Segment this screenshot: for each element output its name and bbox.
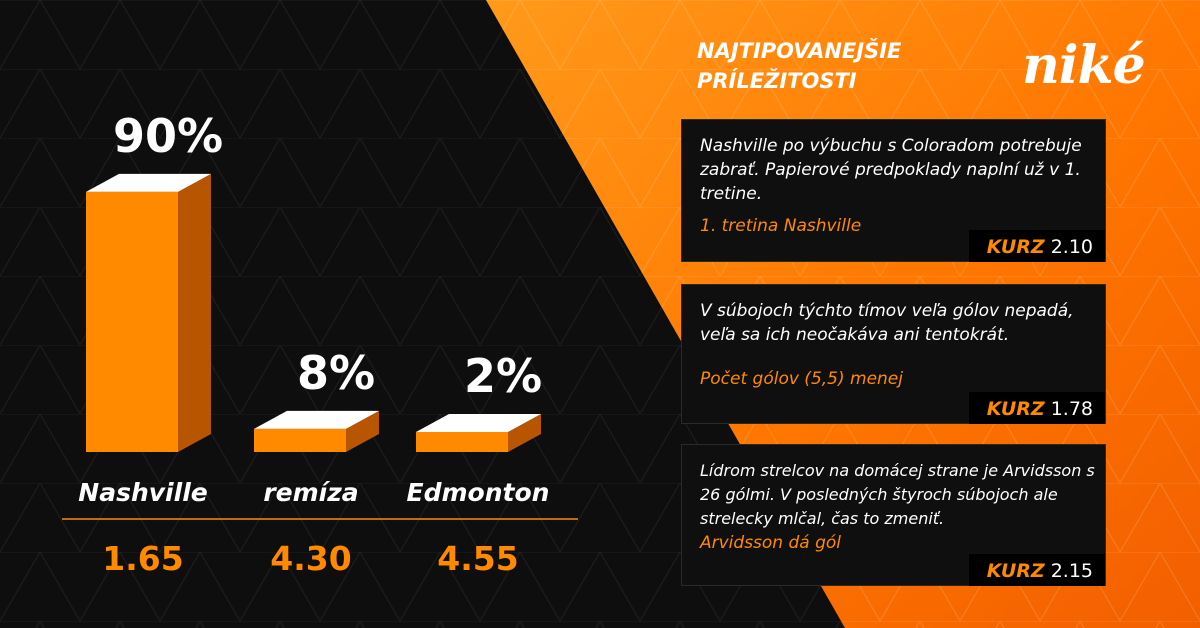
- value-labels-group: 90% 8% 2%: [113, 109, 542, 403]
- kurz-label: KURZ: [986, 398, 1045, 420]
- odds-label: 1.65: [102, 539, 183, 578]
- bar-chart: 90% 8% 2% Nashville remíza Edmonton 1.65 4.30…: [62, 109, 578, 578]
- odds-label: 4.30: [270, 539, 351, 578]
- category-label: Nashville: [78, 478, 207, 507]
- bar-front: [254, 428, 346, 452]
- category-label: remíza: [263, 478, 358, 507]
- odds-label: 4.55: [437, 539, 518, 578]
- kurz-value: 2.15: [1050, 560, 1093, 582]
- tip-text: V súbojoch týchto tímov veľa gólov nepad…: [700, 301, 1074, 345]
- bar-front: [416, 432, 508, 452]
- panel-title: NAJTIPOVANEJŠIE PRÍLEŽITOSTI: [697, 36, 997, 96]
- tip-text: Lídrom strelcov na domácej strane je Arv…: [700, 461, 1095, 528]
- value-label: 90%: [113, 109, 223, 163]
- bar-top: [254, 410, 379, 429]
- value-label: 8%: [297, 346, 375, 400]
- kurz-label: KURZ: [986, 236, 1045, 258]
- tip-bet: Počet gólov (5,5) menej: [700, 369, 903, 389]
- tip-text: Nashville po výbuchu s Coloradom potrebu…: [700, 136, 1082, 204]
- bar-top: [86, 173, 211, 192]
- bar-front: [86, 191, 178, 452]
- bar-side: [508, 414, 541, 452]
- bar-side: [346, 410, 379, 452]
- tip-bet: 1. tretina Nashville: [700, 216, 862, 236]
- kurz-label: KURZ: [986, 560, 1045, 582]
- tip-card-2: V súbojoch týchto tímov veľa gólov nepad…: [681, 284, 1106, 424]
- category-labels-group: Nashville remíza Edmonton: [78, 478, 549, 507]
- category-label: Edmonton: [407, 478, 550, 507]
- bars-group: [86, 173, 541, 452]
- kurz-badge: KURZ 2.10: [968, 230, 1105, 262]
- panel-title-line1: NAJTIPOVANEJŠIE: [697, 39, 902, 63]
- kurz-value: 1.78: [1050, 398, 1093, 420]
- kurz-badge: KURZ 1.78: [968, 392, 1105, 424]
- bar-edmonton: [416, 414, 541, 452]
- bar-side: [178, 173, 211, 452]
- odds-labels-group: 1.65 4.30 4.55: [102, 539, 518, 578]
- kurz-value: 2.10: [1050, 236, 1093, 258]
- nike-logo: niké: [1022, 35, 1146, 96]
- tip-card-3: Lídrom strelcov na domácej strane je Arv…: [681, 444, 1106, 586]
- tip-card-1: Nashville po výbuchu s Coloradom potrebu…: [681, 119, 1106, 262]
- bar-nashville: [86, 173, 211, 452]
- tip-bet: Arvidsson dá gól: [700, 533, 842, 553]
- bar-top: [416, 414, 541, 432]
- value-label: 2%: [464, 349, 542, 403]
- bar-remíza: [254, 410, 379, 452]
- kurz-badge: KURZ 2.15: [968, 554, 1105, 586]
- panel-title-line2: PRÍLEŽITOSTI: [697, 69, 857, 93]
